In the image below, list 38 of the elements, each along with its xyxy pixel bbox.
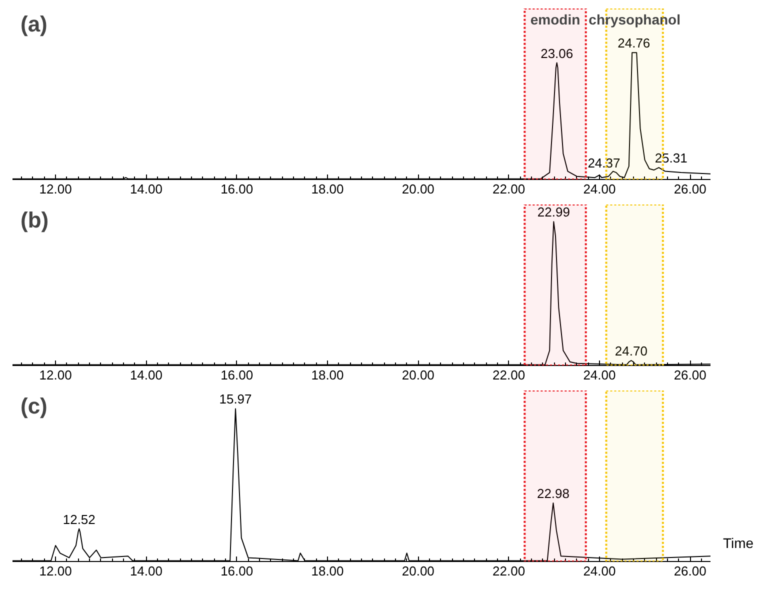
x-tick-label: 18.00: [311, 564, 344, 578]
x-tick-label: 26.00: [674, 182, 706, 196]
annotation: 24.76: [618, 36, 650, 51]
annotation: 22.99: [537, 204, 570, 220]
x-tick-label: 14.00: [130, 368, 162, 382]
annotation: 22.98: [536, 486, 570, 501]
x-tick-label: 18.00: [311, 182, 344, 196]
x-tick-label: 18.00: [311, 368, 344, 382]
x-tick-label: 14.00: [130, 564, 162, 578]
x-axis-title: Time: [723, 534, 754, 553]
x-tick-label: 12.00: [39, 368, 72, 382]
x-tick-label: 22.00: [492, 182, 526, 196]
x-tick-label: 16.00: [220, 182, 254, 196]
chart-title: (a): [20, 12, 48, 36]
annotation: 15.97: [219, 392, 252, 407]
annotation: 23.06: [540, 46, 574, 61]
x-tick-label: 22.00: [492, 368, 526, 382]
x-tick-label: 14.00: [130, 182, 162, 196]
annotation: 24.70: [614, 343, 648, 358]
x-tick-label: 20.00: [402, 182, 434, 196]
x-tick-label: 20.00: [402, 564, 434, 578]
x-tick-label: 12.00: [39, 182, 72, 196]
x-tick-label: 24.00: [583, 182, 616, 196]
x-tick-label: 22.00: [492, 564, 526, 578]
x-tick-label: 16.00: [220, 564, 254, 578]
x-tick-label: 20.00: [402, 368, 434, 382]
annotation: 24.37: [588, 156, 620, 171]
x-tick-label: 26.00: [674, 368, 706, 382]
x-tick-label: 16.00: [220, 368, 254, 382]
x-tick-label: 12.00: [39, 564, 72, 578]
chart-title: (b): [20, 208, 49, 232]
x-tick-label: 24.00: [583, 564, 616, 578]
chart-title: (c): [20, 394, 48, 418]
annotation: 25.31: [654, 150, 688, 166]
band-label: emodin: [530, 11, 580, 28]
annotation: 12.52: [62, 512, 96, 527]
x-tick-label: 24.00: [583, 368, 616, 382]
x-tick-label: 26.00: [674, 564, 706, 578]
